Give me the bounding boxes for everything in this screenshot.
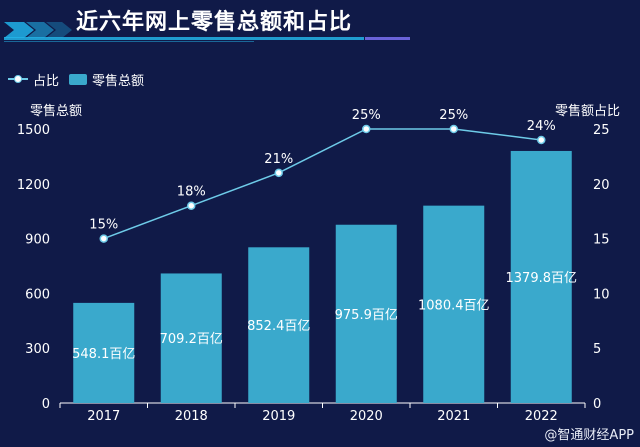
bars — [73, 150, 572, 403]
y-left-tick-label: 0 — [42, 397, 50, 412]
y-left-tick-label: 900 — [25, 233, 50, 248]
bar[interactable] — [510, 150, 572, 403]
bar-value-label: 1080.4百亿 — [418, 298, 490, 313]
y-right-tick-label: 25 — [593, 123, 610, 138]
y-left-tick-label: 1200 — [17, 178, 50, 193]
bar[interactable] — [160, 273, 222, 403]
ratio-line — [99, 124, 546, 243]
x-tick-label: 2019 — [262, 409, 295, 424]
bar[interactable] — [423, 205, 485, 403]
ratio-point[interactable] — [362, 124, 371, 134]
bar-value-label: 709.2百亿 — [160, 332, 223, 347]
ratio-point[interactable] — [537, 135, 546, 145]
x-tick-label: 2017 — [87, 409, 120, 424]
ratio-value-label: 15% — [89, 218, 118, 233]
y-left-tick-label: 300 — [25, 342, 50, 357]
y-right-tick-label: 15 — [593, 233, 610, 248]
y-right-axis-label: 零售额占比 — [555, 103, 620, 119]
axes: 2017 2018 2019 2020 2021 2022 0 300 600 900 1200 15… — [17, 103, 620, 424]
x-tick-label: 2018 — [175, 409, 208, 424]
bar-value-label: 852.4百亿 — [247, 319, 310, 334]
ratio-value-label: 21% — [264, 152, 293, 167]
watermark: @智通财经APP — [544, 428, 634, 443]
ratio-value-label: 24% — [527, 119, 556, 134]
bar-value-label: 1379.8百亿 — [506, 271, 578, 286]
ratio-value-label: 25% — [439, 108, 468, 123]
bar-value-label: 975.9百亿 — [335, 308, 398, 323]
ratio-point[interactable] — [99, 234, 108, 243]
legend-item-sales[interactable]: 零售总额 — [69, 70, 144, 89]
bar-value-label: 548.1百亿 — [72, 347, 135, 362]
y-right-tick-label: 10 — [593, 287, 610, 302]
bar-swatch-icon — [69, 73, 88, 85]
page-title: 近六年网上零售总额和占比 — [76, 10, 353, 35]
y-left-tick-label: 600 — [25, 287, 50, 302]
y-right-tick-label: 0 — [593, 397, 601, 412]
ratio-value-label: 18% — [177, 185, 206, 200]
y-left-tick-label: 1500 — [17, 123, 50, 138]
header-decoration — [4, 22, 410, 42]
x-tick-label: 2020 — [350, 409, 383, 424]
bar-labels: 548.1百亿 709.2百亿 852.4百亿 975.9百亿 1080.4百亿 1379… — [72, 271, 577, 362]
legend: 占比 零售总额 — [8, 70, 154, 89]
ratio-point[interactable] — [449, 124, 458, 134]
ratio-value-label: 25% — [352, 108, 381, 123]
x-tick-label: 2021 — [437, 409, 470, 424]
ratio-series-line — [103, 128, 542, 240]
y-right-tick-label: 5 — [593, 342, 601, 357]
y-right-tick-label: 20 — [593, 178, 610, 193]
ratio-point[interactable] — [274, 168, 283, 178]
line-marker-icon — [8, 74, 28, 84]
legend-item-ratio[interactable]: 占比 — [8, 70, 59, 89]
bar[interactable] — [335, 224, 397, 403]
legend-label-ratio: 占比 — [33, 73, 60, 89]
bar[interactable] — [248, 247, 310, 403]
bar[interactable] — [73, 302, 135, 403]
y-left-axis-label: 零售总额 — [30, 103, 82, 119]
ratio-labels: 15% 18% 21% 25% 25% 24% — [89, 108, 555, 233]
legend-label-sales: 零售总额 — [92, 73, 145, 89]
x-tick-label: 2022 — [525, 409, 558, 424]
ratio-point[interactable] — [187, 201, 196, 210]
